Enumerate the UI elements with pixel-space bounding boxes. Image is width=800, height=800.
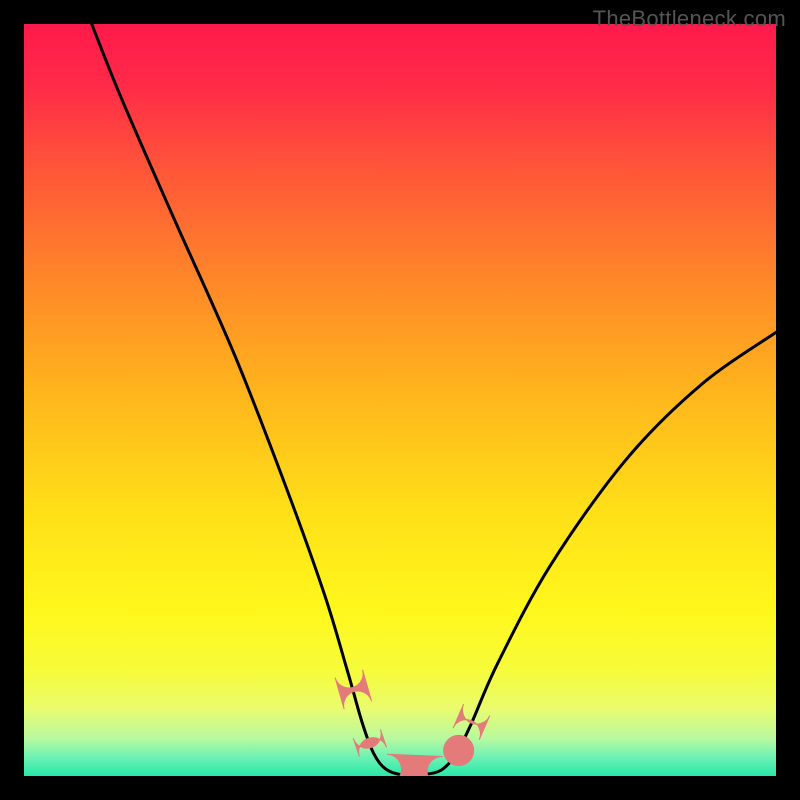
highlight-marker xyxy=(444,735,474,765)
watermark-text: TheBottleneck.com xyxy=(593,6,786,32)
bottleneck-chart xyxy=(24,24,776,776)
